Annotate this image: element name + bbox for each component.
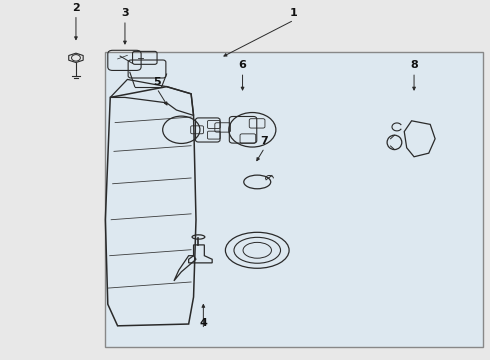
Text: 2: 2	[72, 3, 80, 13]
Text: 7: 7	[261, 136, 269, 146]
Text: 1: 1	[290, 8, 298, 18]
Text: 8: 8	[410, 60, 418, 71]
Text: 4: 4	[199, 318, 207, 328]
Text: 3: 3	[121, 8, 129, 18]
Text: 5: 5	[153, 77, 161, 87]
FancyBboxPatch shape	[105, 53, 483, 347]
Text: 6: 6	[239, 60, 246, 71]
